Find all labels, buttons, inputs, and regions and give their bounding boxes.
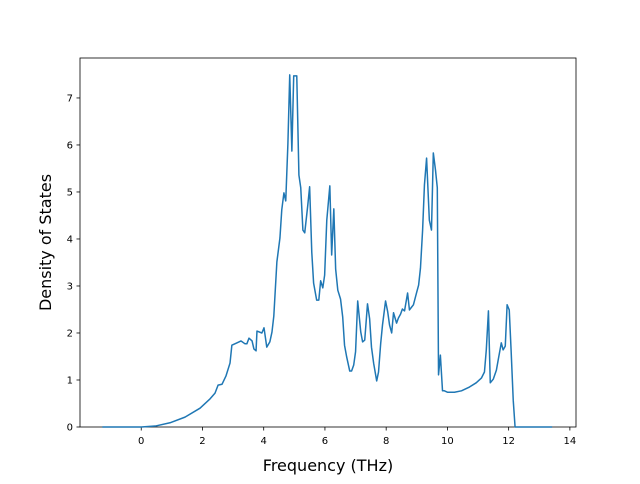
x-tick-label: 14 (564, 436, 577, 447)
axes-frame (79, 57, 577, 428)
y-tick-label: 4 (67, 234, 73, 245)
x-tick-label: 0 (138, 436, 144, 447)
x-tick-label: 8 (383, 436, 389, 447)
y-tick-label: 6 (67, 140, 73, 151)
x-tick-label: 6 (322, 436, 328, 447)
x-axis-label: Frequency (THz) (263, 456, 393, 475)
x-tick-label: 12 (502, 436, 515, 447)
y-axis-label: Density of States (36, 174, 55, 311)
y-tick-label: 0 (67, 423, 73, 434)
y-tick-label: 1 (67, 375, 73, 386)
x-tick-label: 4 (261, 436, 267, 447)
x-tick-label: 2 (199, 436, 205, 447)
y-tick-label: 7 (67, 93, 73, 104)
y-tick-label: 5 (67, 187, 73, 198)
y-tick-label: 3 (67, 281, 73, 292)
data-line (102, 74, 553, 428)
y-tick-label: 2 (67, 328, 73, 339)
x-tick-label: 10 (441, 436, 454, 447)
